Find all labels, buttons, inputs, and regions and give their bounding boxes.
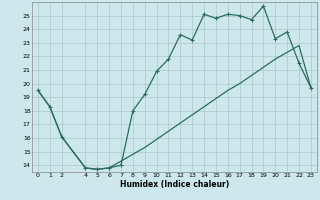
X-axis label: Humidex (Indice chaleur): Humidex (Indice chaleur) xyxy=(120,180,229,189)
